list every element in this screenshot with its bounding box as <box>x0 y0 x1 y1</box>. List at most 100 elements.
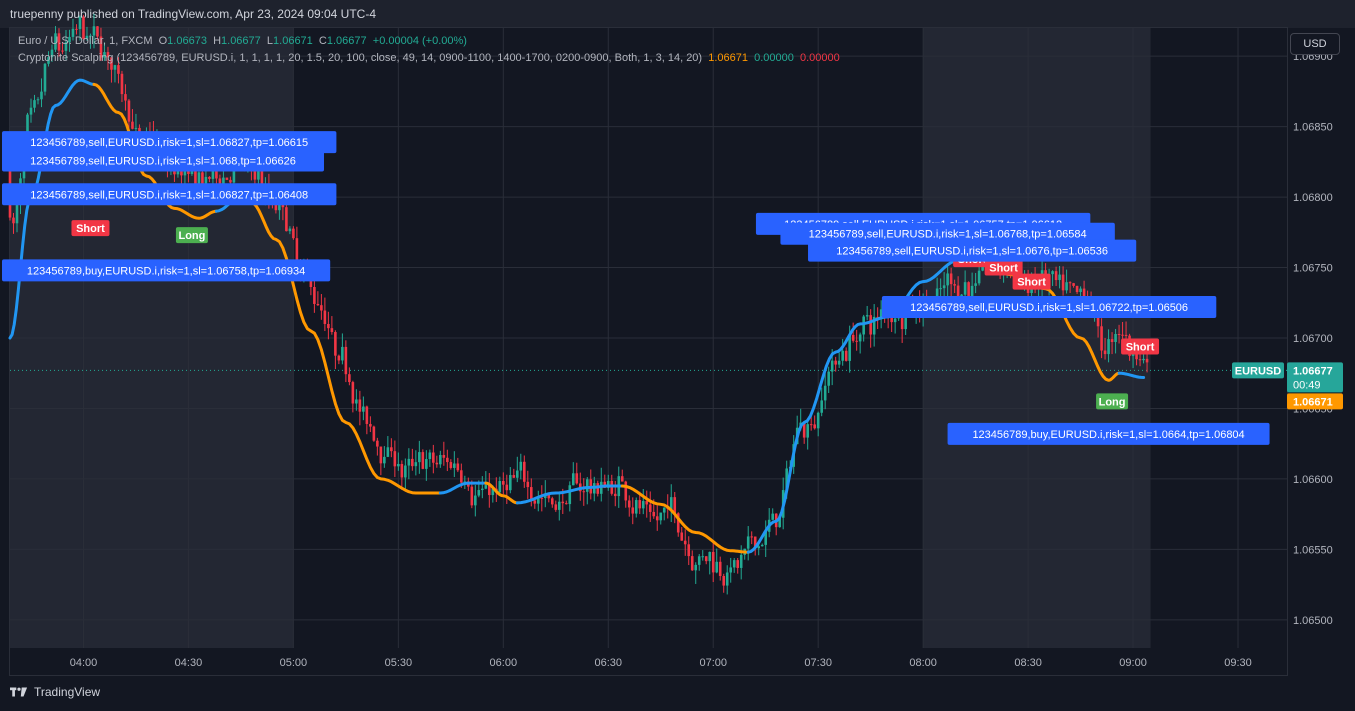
close-label: C <box>318 35 327 47</box>
candle <box>82 14 85 40</box>
candle <box>320 294 323 320</box>
candle <box>40 78 43 108</box>
candle <box>512 468 516 479</box>
candle <box>585 477 589 505</box>
x-tick-8: 08:00 <box>909 657 937 669</box>
candle <box>599 467 603 502</box>
chart-frame <box>9 27 1288 676</box>
signal-short-5: Short <box>1012 273 1051 290</box>
candle <box>771 508 775 521</box>
candle <box>68 29 71 52</box>
candle <box>862 314 865 342</box>
candle <box>47 51 50 67</box>
order-label-text: 123456789,sell,EURUSD.i,risk=1,sl=1.068,… <box>30 155 296 167</box>
candle <box>746 526 750 561</box>
high-label: H <box>213 35 222 47</box>
candle <box>1107 329 1110 363</box>
candle <box>851 322 855 343</box>
candle <box>757 544 761 556</box>
footer-brand[interactable]: TradingView <box>10 685 100 699</box>
order-label-text: 123456789,sell,EURUSD.i,risk=1,sl=1.0676… <box>836 246 1108 258</box>
order-label-8: 123456789,buy,EURUSD.i,risk=1,sl=1.0664,… <box>947 422 1270 445</box>
candle <box>575 462 579 485</box>
candle <box>1068 281 1072 294</box>
candle <box>78 15 82 41</box>
candle <box>404 458 407 490</box>
x-tick-6: 07:00 <box>699 657 727 669</box>
candle <box>362 396 365 421</box>
candle <box>683 529 687 556</box>
x-tick-3: 05:30 <box>385 657 413 669</box>
close-value: 1.06677 <box>326 35 367 47</box>
signal-text: Short <box>76 223 105 235</box>
candle <box>29 98 33 123</box>
y-tick-7: 1.06850 <box>1293 122 1333 134</box>
candle <box>540 485 544 512</box>
candle <box>383 446 386 468</box>
indicator-value-3: 0.00000 <box>800 52 840 64</box>
candle <box>823 373 827 410</box>
candle <box>1061 266 1065 296</box>
candle <box>61 41 64 55</box>
candle <box>393 440 397 477</box>
order-label-2: 123456789,sell,EURUSD.i,risk=1,sl=1.0682… <box>2 183 337 206</box>
candle <box>659 512 663 525</box>
candle <box>578 472 582 501</box>
candle <box>802 422 806 444</box>
ma-segment-7 <box>620 484 750 554</box>
order-label-text: 123456789,sell,EURUSD.i,risk=1,sl=1.0682… <box>30 137 308 149</box>
candle <box>750 531 754 545</box>
candle <box>620 469 624 482</box>
candle <box>946 263 949 298</box>
y-tick-0: 1.06500 <box>1293 615 1333 627</box>
y-tick-6: 1.06800 <box>1293 192 1333 204</box>
last-price-text: 1.06677 <box>1293 365 1333 377</box>
candle <box>113 64 117 83</box>
candle <box>85 26 89 41</box>
y-tick-4: 1.06700 <box>1293 333 1333 345</box>
candle <box>872 304 876 347</box>
candle <box>57 28 61 57</box>
currency-button[interactable]: USD <box>1290 33 1340 55</box>
time-axis: 04:00 04:30 05:00 05:30 06:00 06:30 07:00 07:30… <box>70 657 1252 669</box>
candle <box>701 550 705 561</box>
candle <box>344 340 348 383</box>
order-label-text: 123456789,sell,EURUSD.i,risk=1,sl=1.0676… <box>809 229 1087 241</box>
symbol-legend[interactable]: Euro / U.S. Dollar, 1, FXCM O1.06673 H1.… <box>18 35 467 47</box>
candle <box>1072 282 1075 288</box>
symbol-name: Euro / U.S. Dollar, 1, FXCM <box>18 35 153 47</box>
signal-short-6: Short <box>1121 338 1160 355</box>
signal-text: Short <box>1126 341 1155 353</box>
candle <box>571 462 575 486</box>
signal-short-4: Short <box>984 259 1023 276</box>
candle <box>736 558 740 574</box>
candle <box>879 300 883 329</box>
candle <box>474 484 477 517</box>
x-tick-5: 06:30 <box>595 657 623 669</box>
candle <box>963 270 967 298</box>
signal-text: Long <box>1099 396 1126 408</box>
candle <box>592 476 596 502</box>
candle <box>351 380 355 413</box>
ma-segment-0 <box>8 78 96 340</box>
y-tick-1: 1.06550 <box>1293 544 1333 556</box>
indicator-legend[interactable]: Cryptonite Scalping (123456789, EURUSD.i… <box>18 52 840 64</box>
candle <box>680 527 684 541</box>
candle <box>1138 353 1142 367</box>
candle <box>834 356 837 372</box>
candle <box>110 57 113 83</box>
candle <box>421 449 425 470</box>
candle <box>697 554 701 571</box>
candle <box>774 513 778 536</box>
candle <box>103 42 106 61</box>
candle <box>470 480 474 509</box>
indicator-value-1: 1.06671 <box>708 52 748 64</box>
candle <box>1100 318 1103 359</box>
ma-segment-10 <box>1117 371 1146 379</box>
candle <box>124 84 127 111</box>
candle <box>435 455 439 468</box>
candle <box>71 18 75 41</box>
candle <box>516 456 519 483</box>
candle <box>554 500 558 512</box>
